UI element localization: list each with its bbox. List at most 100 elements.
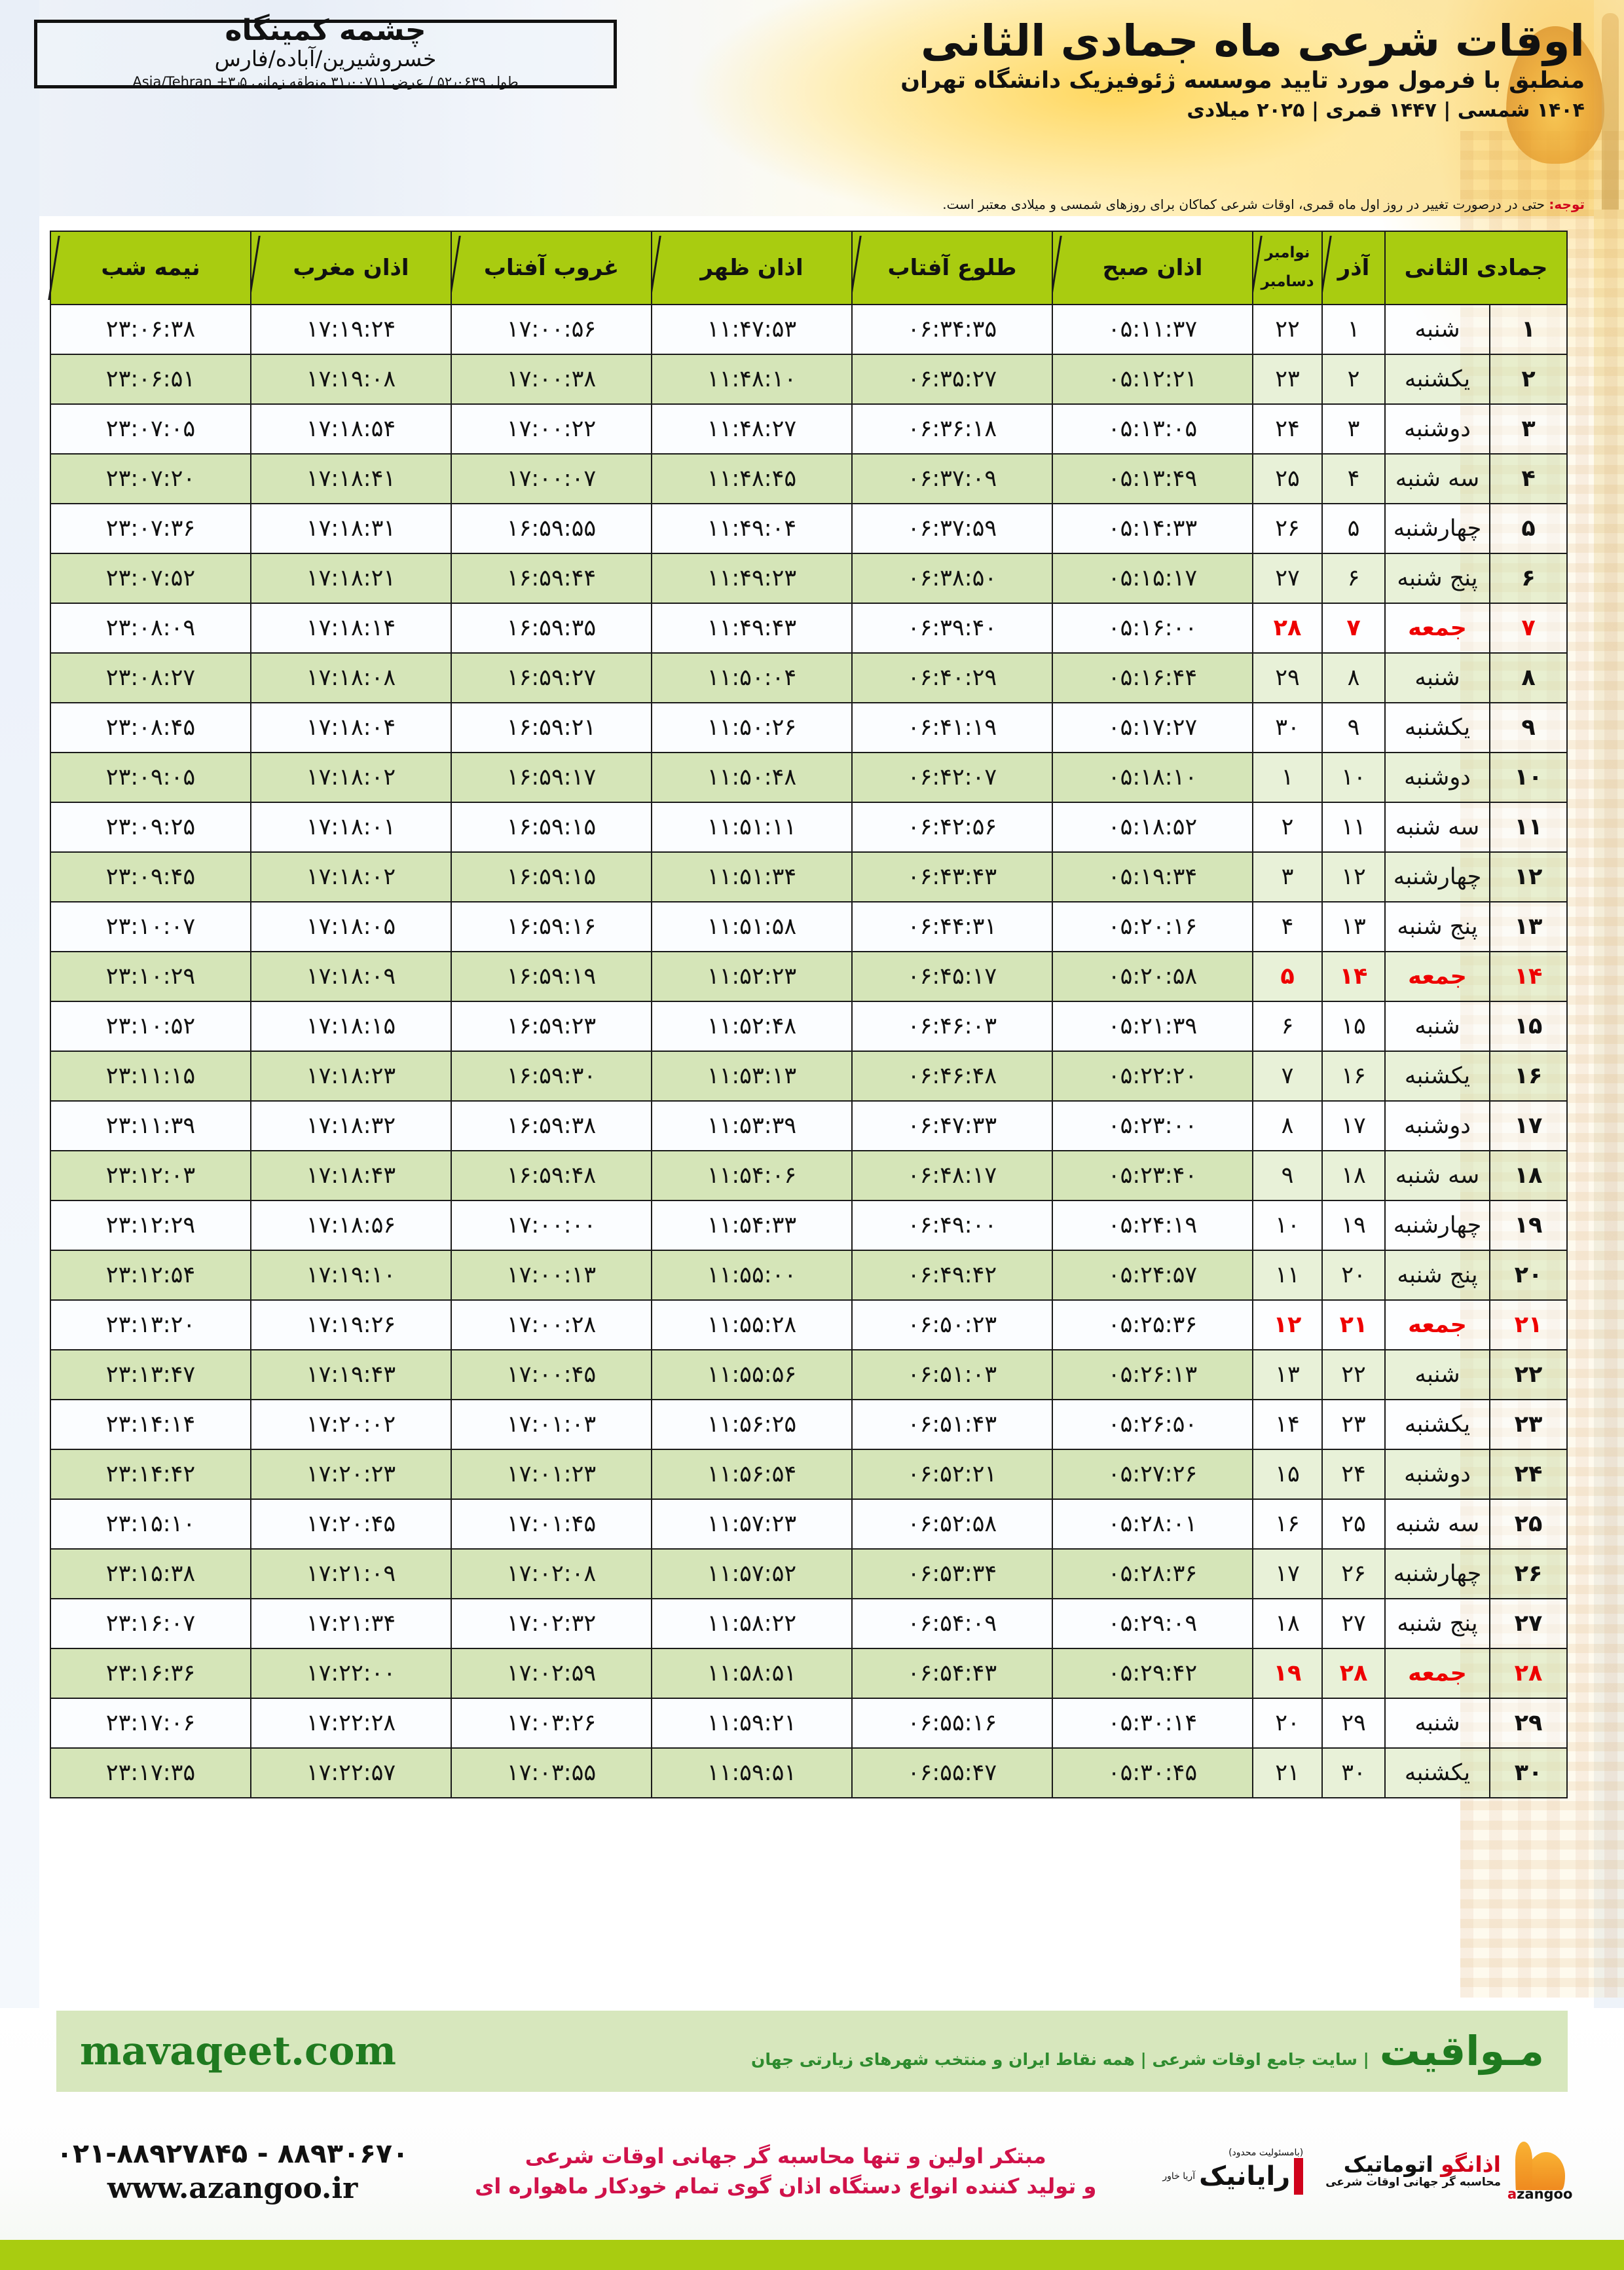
table-row: ۲۲ شنبه ۲۲ ۱۳ ۰۵:۲۶:۱۳ ۰۶:۵۱:۰۳ ۱۱:۵۵:۵۶ ۱۷:۰۰:…: [50, 1349, 1568, 1400]
cell-midnight: ۲۳:۰۷:۰۵: [50, 403, 251, 455]
cell-dhuhr: ۱۱:۵۹:۲۱: [651, 1698, 853, 1749]
cell-maghrib: ۱۷:۱۸:۰۲: [250, 851, 452, 902]
cell-day-of-week: جمعه: [1384, 603, 1490, 654]
cell-sunset: ۱۷:۰۰:۰۷: [451, 453, 652, 504]
cell-gregorian-day: ۲۷: [1252, 553, 1323, 604]
cell-azar-day: ۲۴: [1321, 1449, 1386, 1500]
cell-azar-day: ۲۲: [1321, 1349, 1386, 1400]
location-box: چشمه کمینگاه خسروشیرین/آباده/فارس طول ۵۲…: [34, 16, 617, 90]
cell-azar-day: ۲۳: [1321, 1399, 1386, 1450]
cell-gregorian-day: ۲۰: [1252, 1698, 1323, 1749]
cell-midnight: ۲۳:۱۳:۲۰: [50, 1299, 251, 1350]
cell-sunset: ۱۷:۰۰:۴۵: [451, 1349, 652, 1400]
cell-fajr: ۰۵:۲۹:۴۲: [1052, 1648, 1253, 1699]
cell-sunrise: ۰۶:۵۰:۲۳: [851, 1299, 1053, 1350]
header-midnight: نیمه شب: [50, 231, 251, 305]
cell-azar-day: ۱۲: [1321, 851, 1386, 902]
page-subtitle-years: ۱۴۰۴ شمسی | ۱۴۴۷ قمری | ۲۰۲۵ میلادی: [1187, 98, 1585, 122]
page-header: چشمه کمینگاه خسروشیرین/آباده/فارس طول ۵۲…: [0, 0, 1624, 212]
contact-phone: ۰۲۱-۸۸۹۲۷۸۴۵ - ۸۸۹۳۰۶۷۰: [56, 2137, 409, 2169]
cell-hijri-day: ۲۹: [1489, 1698, 1568, 1749]
cell-sunset: ۱۶:۵۹:۱۶: [451, 901, 652, 952]
cell-sunrise: ۰۶:۴۷:۳۳: [851, 1100, 1053, 1151]
cell-maghrib: ۱۷:۱۸:۰۱: [250, 802, 452, 853]
cell-sunrise: ۰۶:۳۴:۳۵: [851, 304, 1053, 355]
cell-day-of-week: سه شنبه: [1384, 802, 1490, 853]
cell-azar-day: ۶: [1321, 553, 1386, 604]
cell-day-of-week: چهارشنبه: [1384, 503, 1490, 554]
cell-sunset: ۱۶:۵۹:۳۸: [451, 1100, 652, 1151]
cell-sunset: ۱۶:۵۹:۳۵: [451, 603, 652, 654]
cell-fajr: ۰۵:۲۳:۰۰: [1052, 1100, 1253, 1151]
cell-midnight: ۲۳:۱۱:۱۵: [50, 1051, 251, 1102]
cell-sunrise: ۰۶:۵۲:۲۱: [851, 1449, 1053, 1500]
cell-azar-day: ۲۰: [1321, 1250, 1386, 1301]
cell-sunrise: ۰۶:۵۱:۴۳: [851, 1399, 1053, 1450]
cell-sunrise: ۰۶:۴۱:۱۹: [851, 702, 1053, 753]
cell-maghrib: ۱۷:۲۱:۳۴: [250, 1598, 452, 1649]
header-gregorian-bottom: دسامبر: [1261, 273, 1314, 290]
contact-website[interactable]: www.azangoo.ir: [107, 2171, 358, 2205]
header-maghrib-label: اذان مغرب: [293, 255, 409, 281]
azangoo-title: اذانگو اتوماتیک: [1325, 2153, 1501, 2176]
cell-azar-day: ۱۳: [1321, 901, 1386, 952]
cell-gregorian-day: ۲۳: [1252, 354, 1323, 405]
table-row: ۲۵ سه شنبه ۲۵ ۱۶ ۰۵:۲۸:۰۱ ۰۶:۵۲:۵۸ ۱۱:۵۷:۲۳ ۱۷:…: [50, 1498, 1568, 1550]
slogan-line-1: مبتکر اولین و تنها محاسبه گر جهانی اوقات…: [525, 2143, 1046, 2168]
cell-sunset: ۱۶:۵۹:۱۵: [451, 851, 652, 902]
cell-day-of-week: سه شنبه: [1384, 1150, 1490, 1201]
cell-hijri-day: ۲۶: [1489, 1548, 1568, 1599]
table-row: ۴ سه شنبه ۴ ۲۵ ۰۵:۱۳:۴۹ ۰۶:۳۷:۰۹ ۱۱:۴۸:۴۵ ۱۷:۰۰…: [50, 453, 1568, 504]
cell-sunset: ۱۶:۵۹:۴۴: [451, 553, 652, 604]
azangoo-wordmark-accent: a: [1507, 2186, 1517, 2202]
table-row: ۶ پنج شنبه ۶ ۲۷ ۰۵:۱۵:۱۷ ۰۶:۳۸:۵۰ ۱۱:۴۹:۲۳ ۱۶:۵…: [50, 553, 1568, 604]
cell-day-of-week: جمعه: [1384, 1299, 1490, 1350]
cell-dhuhr: ۱۱:۴۸:۱۰: [651, 354, 853, 405]
cell-fajr: ۰۵:۱۲:۲۱: [1052, 354, 1253, 405]
cell-day-of-week: چهارشنبه: [1384, 1548, 1490, 1599]
azangoo-subtitle: محاسبه گر جهانی اوقات شرعی: [1325, 2176, 1501, 2189]
header-dhuhr: اذان ظهر: [651, 231, 853, 305]
table-row: ۲۰ پنج شنبه ۲۰ ۱۱ ۰۵:۲۴:۵۷ ۰۶:۴۹:۴۲ ۱۱:۵۵:۰۰ ۱۷…: [50, 1250, 1568, 1301]
cell-gregorian-day: ۴: [1252, 901, 1323, 952]
cell-midnight: ۲۳:۱۶:۰۷: [50, 1598, 251, 1649]
cell-azar-day: ۱۴: [1321, 951, 1386, 1002]
cell-sunrise: ۰۶:۵۵:۱۶: [851, 1698, 1053, 1749]
cell-azar-day: ۴: [1321, 453, 1386, 504]
cell-day-of-week: شنبه: [1384, 1349, 1490, 1400]
cell-sunset: ۱۷:۰۲:۵۹: [451, 1648, 652, 1699]
cell-maghrib: ۱۷:۱۹:۲۴: [250, 304, 452, 355]
cell-sunrise: ۰۶:۴۴:۳۱: [851, 901, 1053, 952]
cell-day-of-week: پنج شنبه: [1384, 1250, 1490, 1301]
cell-gregorian-day: ۱۲: [1252, 1299, 1323, 1350]
mavaqeet-website-link[interactable]: mavaqeet.com: [80, 2028, 397, 2074]
cell-gregorian-day: ۹: [1252, 1150, 1323, 1201]
cell-fajr: ۰۵:۱۹:۳۴: [1052, 851, 1253, 902]
cell-hijri-day: ۱۱: [1489, 802, 1568, 853]
cell-sunrise: ۰۶:۴۸:۱۷: [851, 1150, 1053, 1201]
shrine-minaret-icon: [1602, 13, 1619, 210]
cell-sunset: ۱۷:۰۰:۵۶: [451, 304, 652, 355]
cell-gregorian-day: ۱: [1252, 752, 1323, 803]
cell-dhuhr: ۱۱:۵۸:۵۱: [651, 1648, 853, 1699]
cell-sunset: ۱۷:۰۲:۳۲: [451, 1598, 652, 1649]
cell-day-of-week: یکشنبه: [1384, 702, 1490, 753]
table-row: ۲۶ چهارشنبه ۲۶ ۱۷ ۰۵:۲۸:۳۶ ۰۶:۵۳:۳۴ ۱۱:۵۷:۵۲ ۱۷…: [50, 1548, 1568, 1599]
cell-azar-day: ۳: [1321, 403, 1386, 455]
cell-day-of-week: پنج شنبه: [1384, 1598, 1490, 1649]
table-row: ۱۸ سه شنبه ۱۸ ۹ ۰۵:۲۳:۴۰ ۰۶:۴۸:۱۷ ۱۱:۵۴:۰۶ ۱۶:۵…: [50, 1150, 1568, 1201]
cell-sunset: ۱۷:۰۰:۲۸: [451, 1299, 652, 1350]
partner-logos: azangoo اذانگو اتوماتیک محاسبه گر جهانی …: [1162, 2142, 1572, 2202]
table-row: ۵ چهارشنبه ۵ ۲۶ ۰۵:۱۴:۳۳ ۰۶:۳۷:۵۹ ۱۱:۴۹:۰۴ ۱۶:۵…: [50, 503, 1568, 554]
cell-sunset: ۱۶:۵۹:۵۵: [451, 503, 652, 554]
cell-midnight: ۲۳:۱۶:۳۶: [50, 1648, 251, 1699]
chevron-separator-icon: [1322, 232, 1339, 304]
azangoo-logo: azangoo اذانگو اتوماتیک محاسبه گر جهانی …: [1325, 2142, 1572, 2202]
table-row: ۷ جمعه ۷ ۲۸ ۰۵:۱۶:۰۰ ۰۶:۳۹:۴۰ ۱۱:۴۹:۴۳ ۱۶:۵۹:۳۵…: [50, 603, 1568, 654]
table-row: ۲ یکشنبه ۲ ۲۳ ۰۵:۱۲:۲۱ ۰۶:۳۵:۲۷ ۱۱:۴۸:۱۰ ۱۷:۰۰:…: [50, 354, 1568, 405]
cell-sunrise: ۰۶:۳۷:۰۹: [851, 453, 1053, 504]
cell-dhuhr: ۱۱:۵۴:۰۶: [651, 1150, 853, 1201]
cell-sunrise: ۰۶:۳۹:۴۰: [851, 603, 1053, 654]
cell-dhuhr: ۱۱:۴۸:۴۵: [651, 453, 853, 504]
cell-hijri-day: ۲۳: [1489, 1399, 1568, 1450]
